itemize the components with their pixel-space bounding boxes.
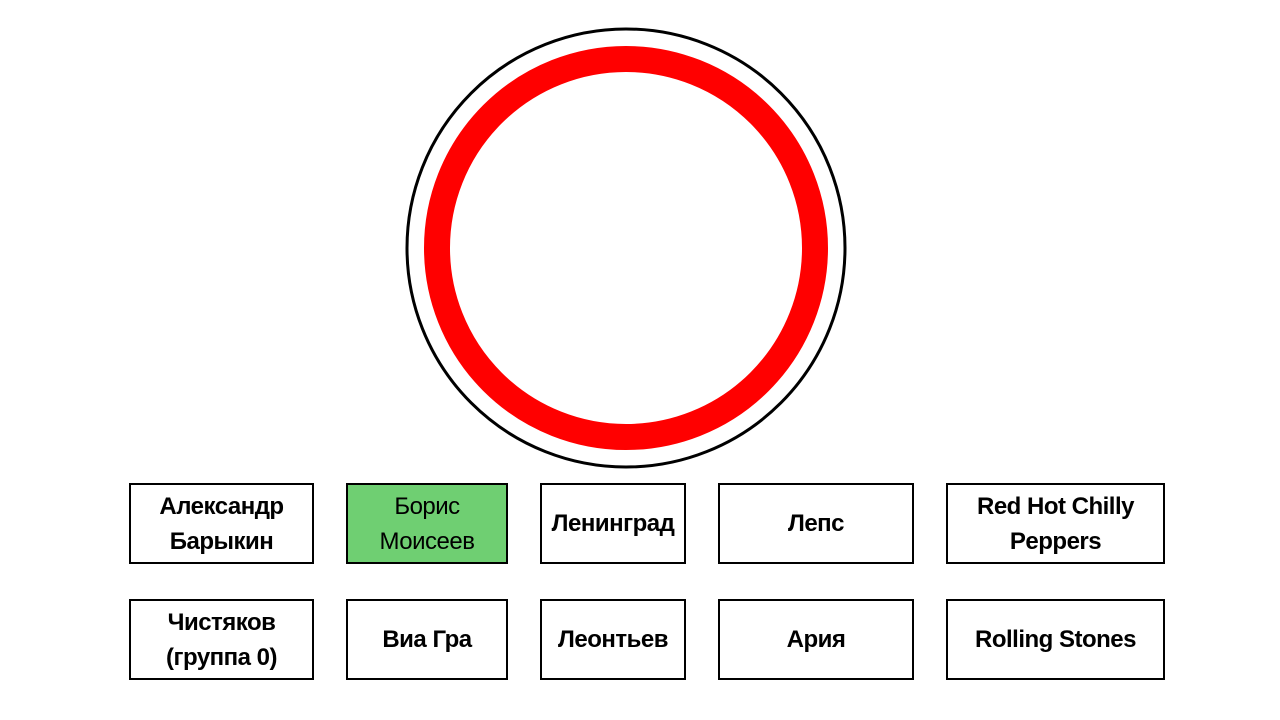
sign-outer-border bbox=[405, 27, 847, 469]
answer-button-chistyakov[interactable]: Чистяков (группа 0) bbox=[129, 599, 314, 680]
answer-label: Борис Моисеев bbox=[379, 492, 475, 555]
answer-label: Ария bbox=[786, 626, 846, 653]
answer-label: Александр Барыкин bbox=[159, 492, 284, 555]
answer-button-red-hot-chilly-peppers[interactable]: Red Hot Chilly Peppers bbox=[946, 483, 1165, 564]
answer-label: Red Hot Chilly Peppers bbox=[976, 492, 1135, 555]
answer-label: Чистяков (группа 0) bbox=[165, 608, 278, 671]
answer-label: Rolling Stones bbox=[975, 626, 1137, 653]
sign-red-ring bbox=[424, 46, 828, 450]
answer-label: Виа Гра bbox=[382, 626, 472, 653]
answer-button-via-gra[interactable]: Виа Гра bbox=[346, 599, 508, 680]
answer-label: Лепс bbox=[787, 510, 845, 537]
answer-button-leningrad[interactable]: Ленинград bbox=[540, 483, 686, 564]
answer-label: Ленинград bbox=[551, 510, 675, 537]
answer-label: Леонтьев bbox=[558, 626, 668, 653]
answer-button-aleksandr-barykin[interactable]: Александр Барыкин bbox=[129, 483, 314, 564]
answer-button-rolling-stones[interactable]: Rolling Stones bbox=[946, 599, 1165, 680]
answer-button-leontiev[interactable]: Леонтьев bbox=[540, 599, 686, 680]
answer-button-boris-moiseev[interactable]: Борис Моисеев bbox=[346, 483, 508, 564]
no-vehicles-sign-icon bbox=[405, 27, 847, 469]
answer-button-leps[interactable]: Лепс bbox=[718, 483, 914, 564]
answer-button-ariya[interactable]: Ария bbox=[718, 599, 914, 680]
